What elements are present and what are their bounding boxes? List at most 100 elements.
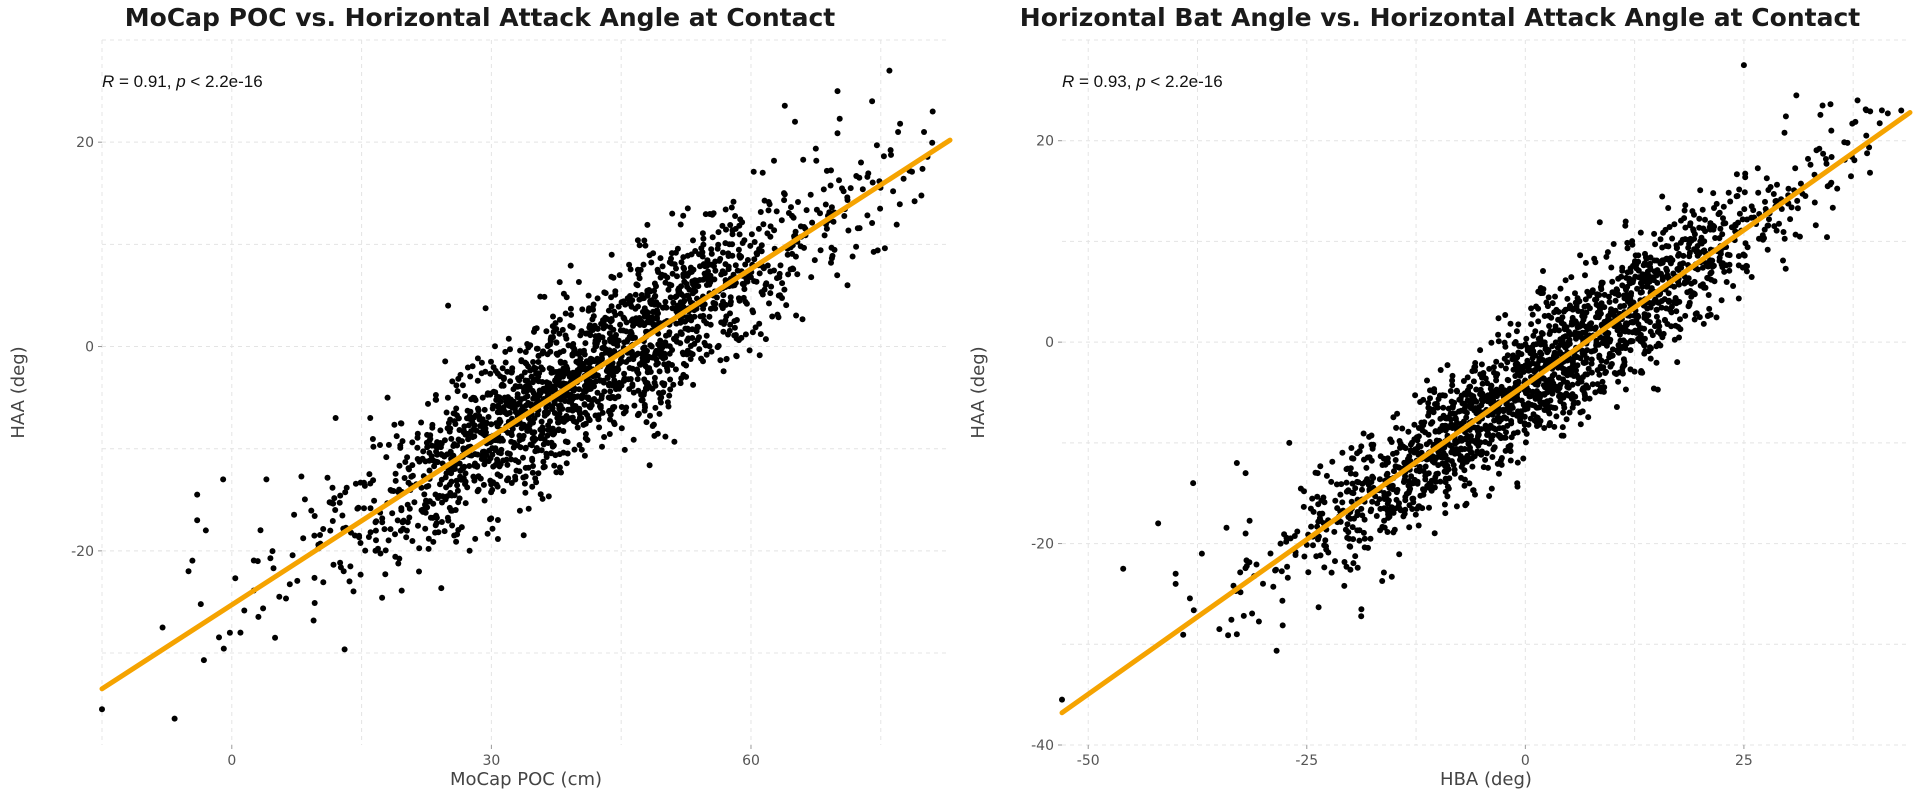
data-point [718, 271, 725, 278]
data-point [1449, 377, 1456, 384]
data-point [1467, 405, 1474, 411]
data-point [578, 360, 585, 367]
data-point [1653, 359, 1660, 366]
data-point [1431, 530, 1438, 537]
data-point [714, 344, 721, 351]
data-point [1440, 404, 1447, 411]
data-point [419, 455, 426, 462]
data-point [501, 394, 508, 401]
p-label: p [1135, 72, 1145, 91]
data-point [1425, 400, 1432, 406]
data-point [1652, 298, 1659, 305]
data-point [1648, 285, 1655, 292]
data-point [732, 213, 739, 219]
data-point [608, 335, 615, 341]
data-point [458, 476, 465, 483]
data-point [1541, 425, 1548, 431]
data-point [1515, 408, 1521, 415]
data-point [687, 350, 694, 357]
data-point [1291, 533, 1298, 539]
data-point [1696, 215, 1703, 222]
data-point [391, 421, 398, 428]
data-point [640, 261, 647, 268]
data-point [1867, 169, 1873, 176]
data-point [492, 447, 499, 453]
data-point [1514, 483, 1521, 490]
data-point [524, 393, 531, 400]
data-point [681, 270, 688, 277]
data-point [492, 367, 499, 374]
correlation-annotation: R = 0.93, p < 2.2e-16 [1062, 72, 1223, 91]
data-point [680, 371, 687, 378]
data-point [576, 351, 583, 357]
data-point [466, 547, 473, 554]
data-point [301, 496, 308, 503]
data-point [575, 279, 582, 285]
data-point [564, 450, 571, 457]
data-point [479, 418, 486, 425]
data-point [685, 326, 692, 333]
data-point [599, 443, 605, 450]
data-point [768, 283, 775, 290]
data-point [1503, 429, 1509, 436]
data-point [696, 334, 702, 341]
data-point [1651, 230, 1658, 237]
data-point [639, 397, 646, 403]
data-point [1513, 328, 1520, 335]
data-point [449, 466, 456, 473]
data-point [367, 415, 374, 422]
data-point [487, 370, 494, 377]
data-point [673, 308, 680, 315]
data-point [1488, 434, 1495, 441]
data-point [398, 507, 405, 514]
data-point [1733, 193, 1740, 200]
data-point [516, 377, 523, 384]
data-point [452, 421, 459, 427]
data-point [403, 534, 410, 541]
data-point [1599, 378, 1606, 385]
data-point [540, 464, 547, 471]
data-point [1705, 312, 1712, 319]
data-point [289, 552, 296, 559]
data-point [1469, 368, 1476, 375]
data-point [1671, 283, 1678, 290]
data-point [841, 213, 848, 219]
data-point [436, 492, 443, 499]
data-point [371, 497, 378, 504]
data-point [708, 250, 715, 257]
data-point [1342, 526, 1349, 533]
data-point [502, 359, 509, 366]
data-point [641, 407, 648, 414]
data-point [589, 316, 596, 323]
data-point [662, 298, 669, 305]
data-point [1367, 535, 1374, 542]
x-tick-label: -25 [1295, 753, 1318, 769]
x-tick-label: 60 [742, 753, 760, 769]
data-point [1504, 352, 1511, 359]
data-point [1465, 434, 1472, 441]
data-point [1479, 380, 1486, 387]
data-point [633, 281, 640, 288]
data-point [1480, 370, 1487, 376]
data-point [1685, 275, 1692, 282]
data-point [471, 462, 478, 469]
data-point [1762, 198, 1768, 205]
data-point [712, 267, 719, 274]
data-point [1309, 495, 1316, 502]
data-point [548, 450, 555, 457]
data-point [1535, 288, 1542, 295]
data-point [1496, 425, 1503, 432]
data-point [727, 310, 733, 317]
data-point [1365, 544, 1371, 551]
data-point [467, 373, 474, 380]
data-point [1642, 250, 1648, 257]
data-point [678, 291, 685, 298]
data-point [1557, 285, 1564, 292]
data-point [579, 306, 586, 313]
data-point [1764, 246, 1771, 253]
data-point [1575, 374, 1582, 381]
data-point [1824, 234, 1830, 241]
data-point [1444, 362, 1451, 369]
data-point [1569, 314, 1576, 321]
data-point [1186, 595, 1193, 602]
